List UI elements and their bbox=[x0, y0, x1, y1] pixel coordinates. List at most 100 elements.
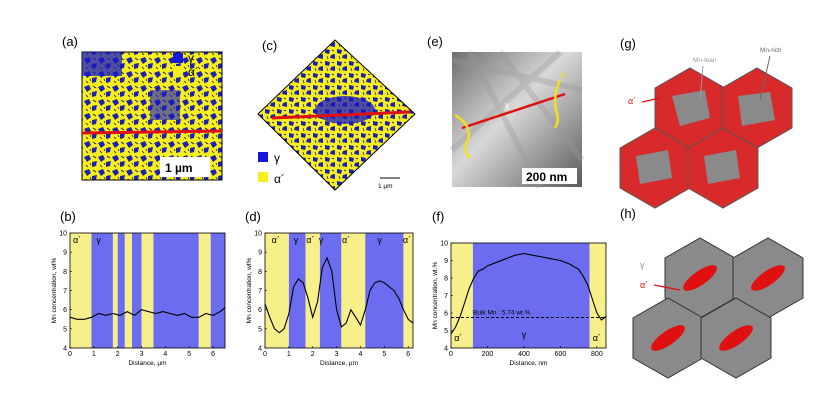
phase-band-b-3 bbox=[117, 233, 125, 348]
ytick-label-b-5: 9 bbox=[63, 250, 67, 257]
legend-swatch-gamma-c bbox=[258, 152, 268, 162]
phase-band-b-2 bbox=[112, 233, 118, 348]
alpha-label-h: α´ bbox=[640, 280, 648, 290]
ytick-label-f-2: 6 bbox=[444, 311, 448, 318]
line-scan-a bbox=[81, 129, 223, 135]
xtick-label-b-6: 6 bbox=[211, 351, 215, 358]
xtick-label-d-5: 5 bbox=[382, 351, 386, 358]
mn-profile-f bbox=[450, 252, 607, 335]
scale-bar-a: 1 µm bbox=[165, 161, 193, 175]
ytick-label-b-3: 7 bbox=[63, 288, 67, 295]
xtick-label-f-3: 600 bbox=[555, 351, 567, 358]
xtick-label-d-4: 4 bbox=[359, 351, 363, 358]
band-label-f-2: α´ bbox=[593, 333, 601, 343]
phase-band-d-3 bbox=[319, 233, 342, 348]
phase-band-b-8 bbox=[198, 233, 211, 348]
ytick-label-f-0: 4 bbox=[444, 346, 448, 353]
alpha-label-g: α´ bbox=[628, 96, 636, 106]
phase-band-b-6 bbox=[141, 233, 154, 348]
xtick-label-b-3: 3 bbox=[140, 351, 144, 358]
band-label-d-6: α´ bbox=[403, 235, 411, 245]
tem-image bbox=[452, 52, 582, 187]
ytick-label-d-5: 9 bbox=[258, 250, 262, 257]
xtick-label-f-1: 200 bbox=[482, 351, 494, 358]
phase-band-b-5 bbox=[132, 233, 142, 348]
panel-h: (h) γ α´ bbox=[620, 206, 804, 379]
band-label-d-3: γ bbox=[319, 235, 324, 245]
mn-lean-label: Mn-lean bbox=[693, 57, 717, 64]
phase-band-b-9 bbox=[210, 233, 225, 348]
xlabel-d: Distance, µm bbox=[320, 360, 358, 367]
mn-profile-b bbox=[69, 307, 226, 320]
ytick-label-b-0: 4 bbox=[63, 346, 67, 353]
ytick-label-d-0: 4 bbox=[258, 346, 262, 353]
panel-e: (e) γ α´ 200 nm bbox=[427, 34, 585, 189]
scale-bar-c: 1 µm bbox=[378, 183, 393, 190]
ytick-label-f-6: 10 bbox=[440, 241, 448, 248]
chart-d: 0 1 2 3 4 5 6 4 5 6 7 8 9 10 Distance, µm Mn concentrat… bbox=[246, 231, 414, 367]
xtick-label-b-2: 2 bbox=[116, 351, 120, 358]
xtick-label-b-5: 5 bbox=[187, 351, 191, 358]
xtick-label-d-3: 3 bbox=[335, 351, 339, 358]
legend-swatch-alpha-a bbox=[173, 66, 183, 76]
xtick-label-d-0: 0 bbox=[263, 351, 267, 358]
panel-label-g: (g) bbox=[620, 36, 636, 51]
band-label-d-5: γ bbox=[377, 235, 382, 245]
panel-g: (g) Mn-lean Mn-rich α´ bbox=[619, 36, 793, 209]
ylabel-d: Mn concentration, wt% bbox=[246, 257, 253, 323]
phase-band-d-4 bbox=[341, 233, 366, 348]
phase-band-b-0 bbox=[70, 233, 92, 348]
phase-band-d-5 bbox=[365, 233, 404, 348]
phase-band-b-1 bbox=[91, 233, 113, 348]
legend-swatch-alpha-c bbox=[258, 172, 268, 182]
panel-label-b: (b) bbox=[60, 209, 76, 224]
ytick-label-b-1: 5 bbox=[63, 326, 67, 333]
ytick-label-d-3: 7 bbox=[258, 288, 262, 295]
xtick-label-d-2: 2 bbox=[311, 351, 315, 358]
phase-band-f-0 bbox=[451, 243, 473, 348]
line-scan-e bbox=[461, 92, 566, 130]
xtick-label-b-4: 4 bbox=[163, 351, 167, 358]
panel-label-f: (f) bbox=[432, 209, 444, 224]
xlabel-f: Distance, nm bbox=[510, 360, 548, 367]
xtick-label-b-0: 0 bbox=[68, 351, 72, 358]
ytick-label-d-4: 8 bbox=[258, 269, 262, 276]
phase-band-b-4 bbox=[124, 233, 132, 348]
band-label-d-2: α´ bbox=[306, 235, 314, 245]
panel-label-h: (h) bbox=[620, 206, 636, 221]
legend-alpha-a: α´ bbox=[188, 65, 199, 79]
ytick-label-f-4: 8 bbox=[444, 276, 448, 283]
panel-c: (c) γ α´ 1 µm bbox=[257, 38, 416, 191]
panel-label-e: (e) bbox=[427, 34, 443, 49]
legend-gamma-c: γ bbox=[274, 151, 280, 165]
scale-bar-e: 200 nm bbox=[526, 170, 567, 184]
ylabel-b: Mn concentration, wt% bbox=[51, 257, 58, 323]
xlabel-b: Distance, µm bbox=[128, 360, 166, 367]
ytick-label-b-6: 10 bbox=[59, 231, 67, 238]
legend-swatch-gamma-a bbox=[173, 53, 183, 63]
phase-band-d-6 bbox=[403, 233, 413, 348]
band-label-b-1: γ bbox=[96, 235, 101, 245]
phase-band-f-2 bbox=[589, 243, 606, 348]
ytick-label-f-5: 9 bbox=[444, 258, 448, 265]
tem-gamma-label: γ bbox=[505, 100, 510, 110]
chart-b: 0 1 2 3 4 5 6 4 5 6 7 8 9 10 Distance, µm Mn concentrat… bbox=[51, 231, 226, 367]
mn-rich-label: Mn-rich bbox=[760, 47, 782, 54]
band-label-b-0: α´ bbox=[73, 235, 81, 245]
band-label-d-4: α´ bbox=[342, 235, 350, 245]
tem-alpha-label: α´ bbox=[560, 70, 568, 80]
ytick-label-b-4: 8 bbox=[63, 269, 67, 276]
band-label-d-1: γ bbox=[294, 235, 299, 245]
legend-alpha-c: α´ bbox=[274, 172, 285, 186]
phase-band-d-2 bbox=[305, 233, 320, 348]
xtick-label-d-6: 6 bbox=[406, 351, 410, 358]
phase-band-b-7 bbox=[153, 233, 199, 348]
band-label-d-0: α´ bbox=[272, 235, 280, 245]
xtick-label-d-1: 1 bbox=[287, 351, 291, 358]
ytick-label-b-2: 6 bbox=[63, 307, 67, 314]
legend-gamma-a: γ bbox=[188, 51, 194, 65]
bulk-mn-label: Bulk Mn : 5.74 wt.% bbox=[473, 310, 531, 317]
band-label-f-1: γ bbox=[522, 330, 527, 340]
band-label-f-0: α´ bbox=[454, 333, 462, 343]
